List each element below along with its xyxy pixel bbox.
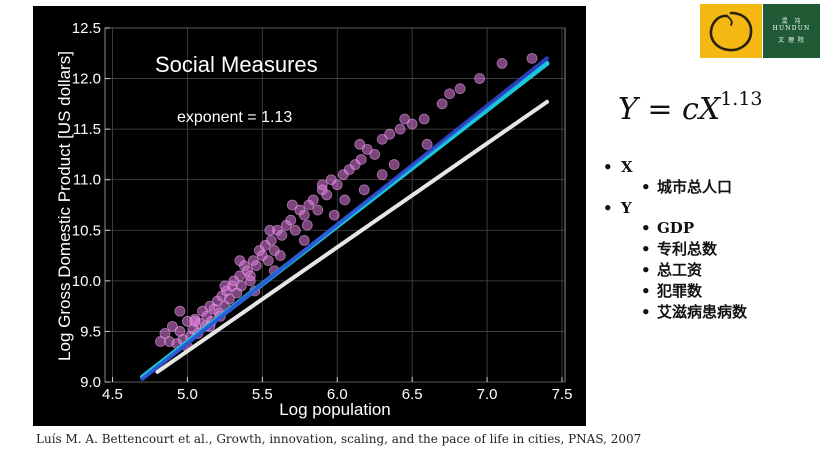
data-point bbox=[289, 224, 301, 236]
data-point bbox=[159, 328, 171, 339]
data-point bbox=[312, 204, 324, 216]
list-item: 城市总人口 bbox=[621, 177, 747, 198]
tick-labels: 4.5 5.0 5.5 6.0 6.5 7.0 7.5 9.0 9.5 10.0 10.5 11.0 1… bbox=[72, 20, 573, 403]
y-tick-label: 12.5 bbox=[72, 20, 101, 37]
x-tick-label: 6.5 bbox=[402, 386, 423, 403]
data-point bbox=[361, 143, 373, 155]
logo-line-2: HUNDUN bbox=[772, 25, 811, 32]
hundun-logo-mark bbox=[700, 4, 762, 58]
data-point bbox=[376, 169, 388, 181]
variable-x: X 城市总人口 bbox=[603, 157, 747, 198]
data-point bbox=[436, 98, 448, 110]
data-point bbox=[399, 113, 411, 125]
list-item: 总工资 bbox=[621, 260, 747, 281]
logo-line-3: 文 理 院 bbox=[778, 37, 805, 44]
data-point bbox=[235, 280, 247, 292]
data-point bbox=[339, 194, 351, 206]
data-point bbox=[264, 224, 276, 236]
data-point bbox=[394, 123, 406, 135]
data-point bbox=[219, 280, 231, 292]
x-tick-label: 5.5 bbox=[252, 386, 273, 403]
x-tick-label: 7.5 bbox=[552, 386, 573, 403]
data-point bbox=[250, 260, 262, 272]
formula-base: Y = cX bbox=[618, 92, 721, 127]
y-tick-label: 10.0 bbox=[72, 273, 101, 290]
data-point bbox=[454, 83, 466, 95]
data-point bbox=[223, 293, 235, 305]
data-point bbox=[474, 73, 485, 84]
scatter-chart: 4.5 5.0 5.5 6.0 6.5 7.0 7.5 9.0 9.5 10.0 10.5 11.0 1… bbox=[55, 20, 573, 419]
x-tick-label: 5.0 bbox=[177, 386, 198, 403]
chart-annotation: exponent = 1.13 bbox=[177, 109, 292, 126]
variable-y: Y GDP 专利总数 总工资 犯罪数 艾滋病患病数 bbox=[603, 198, 747, 323]
data-point bbox=[496, 58, 508, 69]
data-point bbox=[189, 315, 201, 327]
fit-line-blue bbox=[140, 56, 550, 381]
variable-x-items: 城市总人口 bbox=[621, 177, 747, 198]
y-tick-label: 10.5 bbox=[72, 222, 101, 239]
data-point bbox=[316, 179, 328, 191]
data-point bbox=[354, 138, 366, 150]
data-point bbox=[234, 255, 246, 267]
y-axis-title: Log Gross Domestic Product [US dollars] bbox=[55, 51, 74, 361]
data-point bbox=[358, 184, 370, 196]
y-tick-label: 12.0 bbox=[72, 71, 101, 88]
y-tick-label: 9.0 bbox=[80, 374, 101, 391]
logo-line-1: 混 沌 bbox=[781, 18, 802, 25]
fit-lines bbox=[139, 56, 550, 381]
x-axis-title: Log population bbox=[279, 400, 391, 419]
data-point bbox=[376, 133, 388, 145]
data-point bbox=[298, 209, 310, 221]
x-tick-label: 6.0 bbox=[327, 386, 348, 403]
data-point bbox=[321, 189, 333, 201]
formula-exponent: 1.13 bbox=[720, 88, 763, 110]
chart-title: Social Measures bbox=[155, 52, 318, 77]
data-point bbox=[526, 52, 538, 64]
variable-y-items: GDP 专利总数 总工资 犯罪数 艾滋病患病数 bbox=[621, 218, 747, 323]
hundun-logo-text: 混 沌 HUNDUN 文 理 院 bbox=[763, 4, 820, 58]
data-point bbox=[384, 128, 396, 140]
data-points bbox=[155, 52, 538, 353]
list-item: 专利总数 bbox=[621, 239, 747, 260]
variable-label: Y bbox=[621, 199, 632, 217]
data-point bbox=[285, 214, 297, 226]
data-point bbox=[265, 234, 277, 246]
data-point bbox=[355, 154, 367, 165]
data-point bbox=[328, 209, 340, 221]
scaling-formula: Y = cX1.13 bbox=[618, 88, 763, 127]
citation: Luís M. A. Bettencourt et al., Growth, i… bbox=[36, 432, 642, 446]
data-point bbox=[418, 113, 430, 125]
data-point bbox=[421, 138, 433, 150]
y-tick-label: 9.5 bbox=[80, 323, 101, 340]
data-point bbox=[388, 159, 400, 170]
data-point bbox=[301, 219, 313, 231]
data-point bbox=[155, 336, 166, 347]
list-item: GDP bbox=[621, 218, 747, 239]
chart-panel: 4.5 5.0 5.5 6.0 6.5 7.0 7.5 9.0 9.5 10.0 10.5 11.0 1… bbox=[33, 6, 586, 426]
data-point bbox=[444, 88, 456, 100]
brush-circle-icon bbox=[709, 11, 753, 52]
list-item: 犯罪数 bbox=[621, 281, 747, 302]
plot-area bbox=[104, 27, 566, 383]
data-point bbox=[331, 179, 343, 191]
variable-list: X 城市总人口 Y GDP 专利总数 总工资 犯罪数 艾滋病患病数 bbox=[603, 157, 747, 323]
data-point bbox=[262, 255, 274, 267]
data-point bbox=[244, 275, 256, 287]
data-point bbox=[167, 320, 178, 332]
reference-line bbox=[155, 99, 550, 374]
data-point bbox=[286, 199, 298, 211]
data-point bbox=[276, 229, 288, 241]
data-point bbox=[307, 194, 319, 206]
data-point bbox=[406, 118, 418, 130]
x-tick-label: 4.5 bbox=[102, 386, 123, 403]
list-item: 艾滋病患病数 bbox=[621, 302, 747, 323]
y-tick-label: 11.0 bbox=[73, 172, 101, 189]
data-point bbox=[369, 149, 381, 160]
data-point bbox=[274, 250, 286, 261]
data-point bbox=[174, 305, 186, 317]
variable-label: X bbox=[621, 158, 633, 176]
x-tick-label: 7.0 bbox=[477, 386, 498, 403]
y-tick-label: 11.5 bbox=[73, 121, 101, 138]
data-point bbox=[298, 234, 310, 246]
